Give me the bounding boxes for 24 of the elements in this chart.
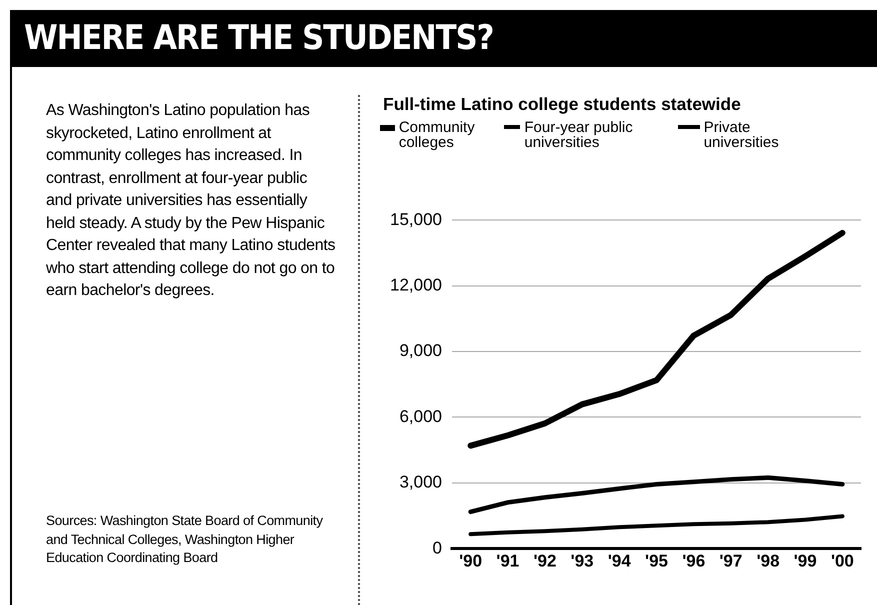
- x-tick-label: '95: [645, 551, 668, 570]
- chart-subtitle: Full-time Latino college students statewide: [383, 94, 741, 115]
- x-tick-label: '93: [570, 551, 594, 570]
- y-tick-label: 3,000: [399, 472, 442, 492]
- x-tick-label: '91: [496, 551, 520, 570]
- x-tick-label: '99: [794, 551, 817, 570]
- x-tick-label: '97: [719, 551, 742, 570]
- y-tick-label: 12,000: [390, 276, 442, 295]
- chart-title: WHERE ARE THE STUDENTS?: [10, 10, 877, 67]
- text: As Washington's Latino population has skyrocketed, Latino enrollment at community colleges has increased. In contrast, enrollment at four-year public and private universities has essentially held steady. A study by the Pew Hispanic Center revealed that many Latino students who start attending college do not go on to earn bachelor's degrees.: [46, 102, 336, 299]
- x-tick-label: '90: [459, 551, 482, 570]
- x-tick-label: '98: [756, 551, 780, 570]
- x-tick-label: '94: [608, 551, 632, 570]
- x-tick-label: '92: [533, 551, 556, 570]
- x-tick-label: '96: [682, 551, 706, 570]
- legend-label: Community colleges: [398, 119, 476, 151]
- x-tick-label: '00: [830, 551, 854, 570]
- y-tick-label: 0: [432, 538, 442, 558]
- source-note: Sources: Washington State Board of Community and Technical Colleges, Washington Higher Education Coordinating Board: [46, 512, 324, 567]
- y-tick-label: 6,000: [399, 406, 442, 426]
- y-tick-label: 9,000: [399, 341, 442, 360]
- legend-label: Four-year public universities: [524, 119, 634, 151]
- legend-label: Private universities: [704, 119, 780, 151]
- y-tick-label: 15,000: [390, 210, 442, 229]
